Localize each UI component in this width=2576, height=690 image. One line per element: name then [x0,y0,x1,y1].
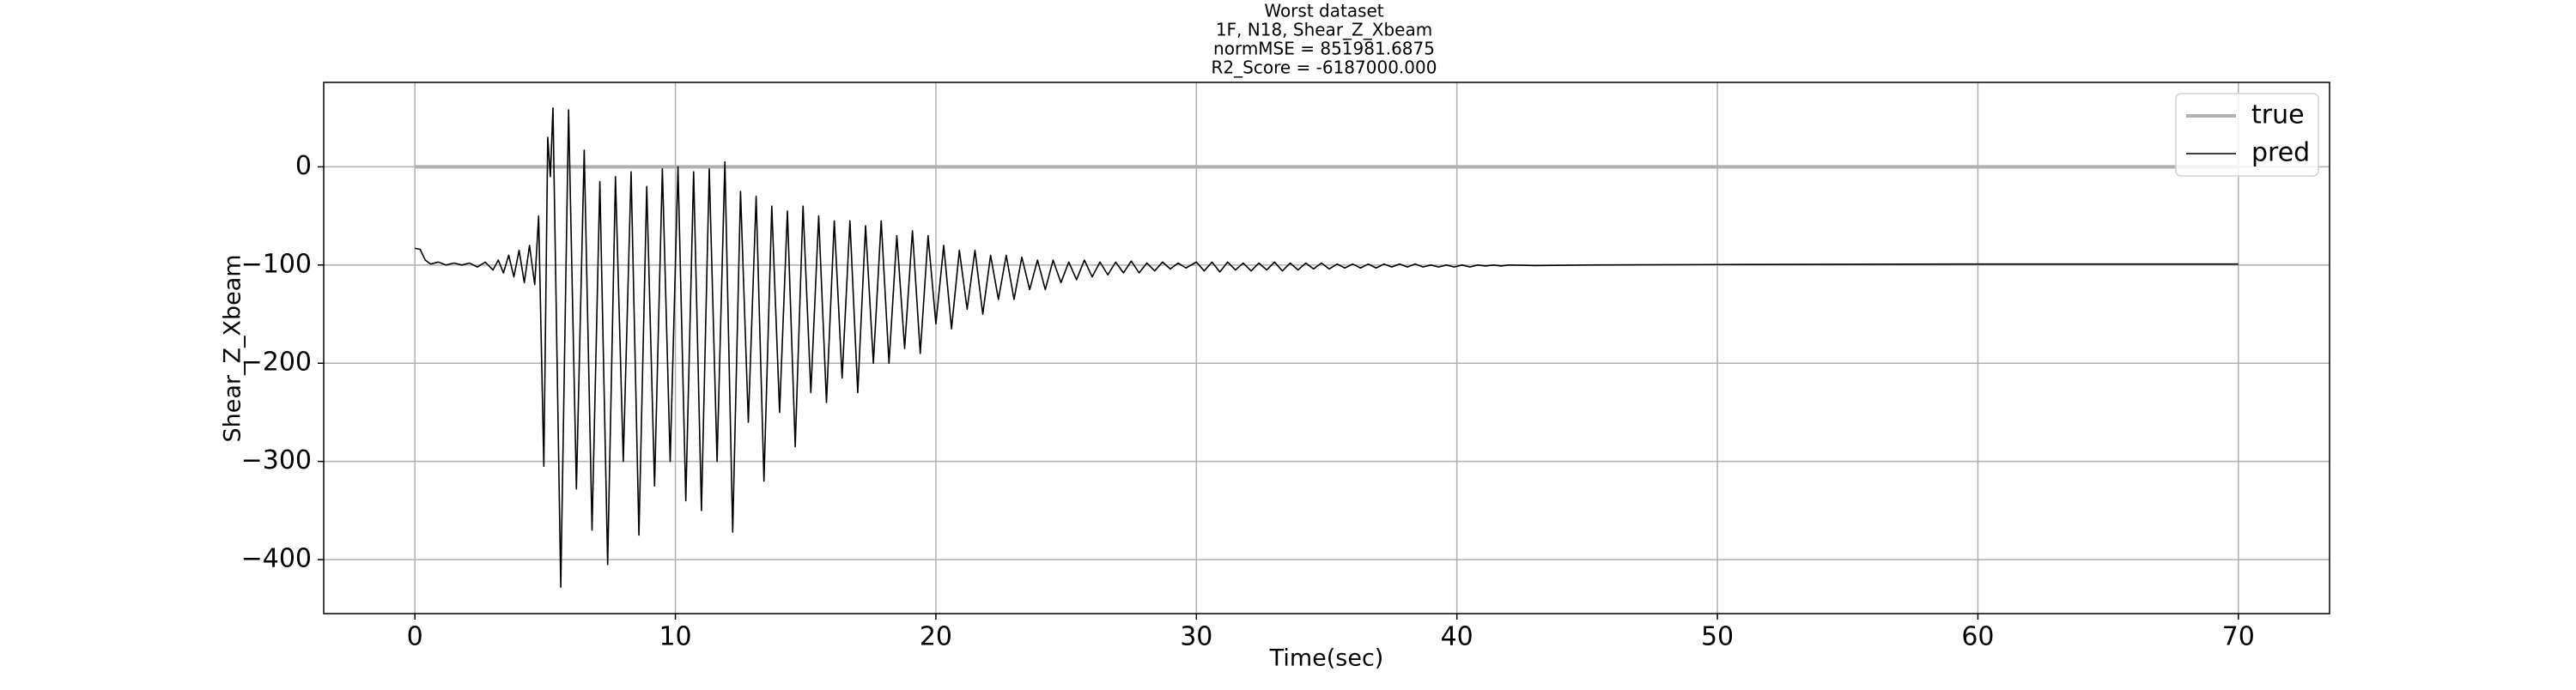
title-line: normMSE = 851981.6875 [1213,39,1435,59]
y-tick-label: 0 [295,151,312,181]
legend-label: pred [2251,138,2310,168]
x-tick-label: 30 [1180,622,1212,652]
y-tick-label: −200 [241,348,312,378]
legend-label: true [2251,100,2305,130]
x-tick-label: 20 [920,622,952,652]
x-axis-label: Time(sec) [1269,645,1384,672]
x-tick-label: 70 [2222,622,2255,652]
x-tick-label: 0 [407,622,423,652]
x-tick-label: 50 [1701,622,1734,652]
y-tick-label: −300 [241,445,312,475]
x-tick-label: 40 [1441,622,1473,652]
plot-frame [323,82,2330,614]
y-axis-label: Shear_Z_Xbeam [220,254,246,442]
title-line: Worst dataset [1264,1,1383,21]
x-tick-label: 60 [1961,622,1994,652]
y-tick-label: −400 [241,544,312,574]
title-line: R2_Score = -6187000.000 [1212,58,1437,78]
y-tick-label: −100 [241,249,312,279]
title-line: 1F, N18, Shear_Z_Xbeam [1216,20,1432,40]
x-tick-label: 10 [659,622,691,652]
data-line [415,106,2239,588]
